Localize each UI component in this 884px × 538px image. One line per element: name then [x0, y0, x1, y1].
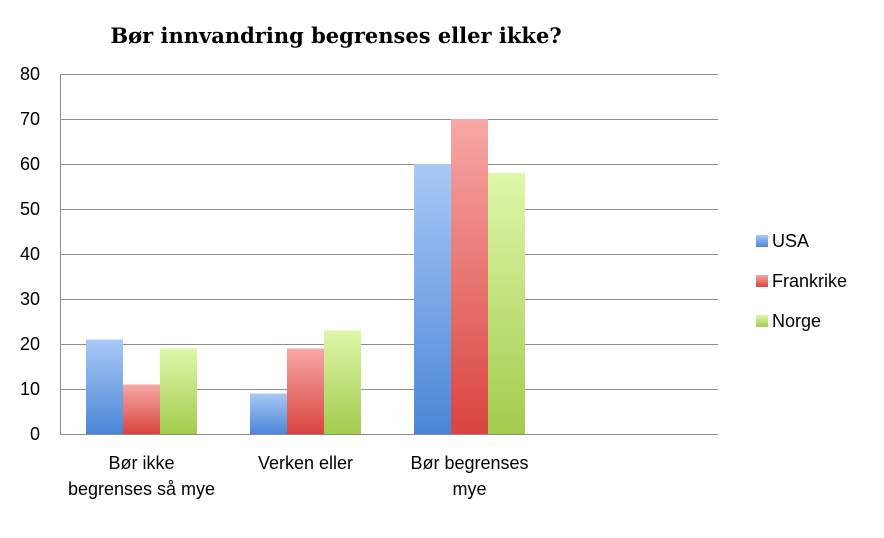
legend-swatch-norge	[756, 315, 768, 327]
bars	[86, 119, 525, 434]
legend-swatch-frankrike	[756, 275, 768, 287]
y-tick-label: 10	[20, 379, 40, 399]
gridlines	[60, 74, 718, 435]
legend-swatch-usa	[756, 235, 768, 247]
y-tick-label: 80	[20, 64, 40, 84]
bar-usa	[414, 164, 451, 434]
y-tick-label: 30	[20, 289, 40, 309]
chart-title: Bør innvandring begrenses eller ikke?	[110, 23, 561, 48]
y-axis-ticks: 0 10 20 30 40 50 60 70 80	[20, 64, 40, 444]
x-category-label: Bør begrenses	[410, 453, 528, 473]
x-category-label: Verken eller	[258, 453, 353, 473]
y-tick-label: 20	[20, 334, 40, 354]
bar-frankrike	[287, 348, 324, 434]
y-tick-label: 70	[20, 109, 40, 129]
bar-norge	[488, 173, 525, 434]
x-category-label: Bør ikke	[108, 453, 174, 473]
bar-usa	[86, 339, 123, 434]
legend-label: Norge	[772, 311, 821, 331]
bar-usa	[250, 393, 287, 434]
x-axis-categories: Bør ikke begrenses så mye Verken eller Bør …	[68, 453, 529, 499]
legend-label: Frankrike	[772, 271, 847, 291]
bar-norge	[160, 348, 197, 434]
x-category-label: begrenses så mye	[68, 479, 215, 499]
y-tick-label: 50	[20, 199, 40, 219]
legend: USA Frankrike Norge	[756, 231, 847, 331]
bar-norge	[324, 330, 361, 434]
y-tick-label: 60	[20, 154, 40, 174]
bar-frankrike	[123, 384, 160, 434]
x-category-label: mye	[452, 479, 486, 499]
y-tick-label: 0	[30, 424, 40, 444]
bar-frankrike	[451, 119, 488, 434]
y-tick-label: 40	[20, 244, 40, 264]
legend-label: USA	[772, 231, 809, 251]
